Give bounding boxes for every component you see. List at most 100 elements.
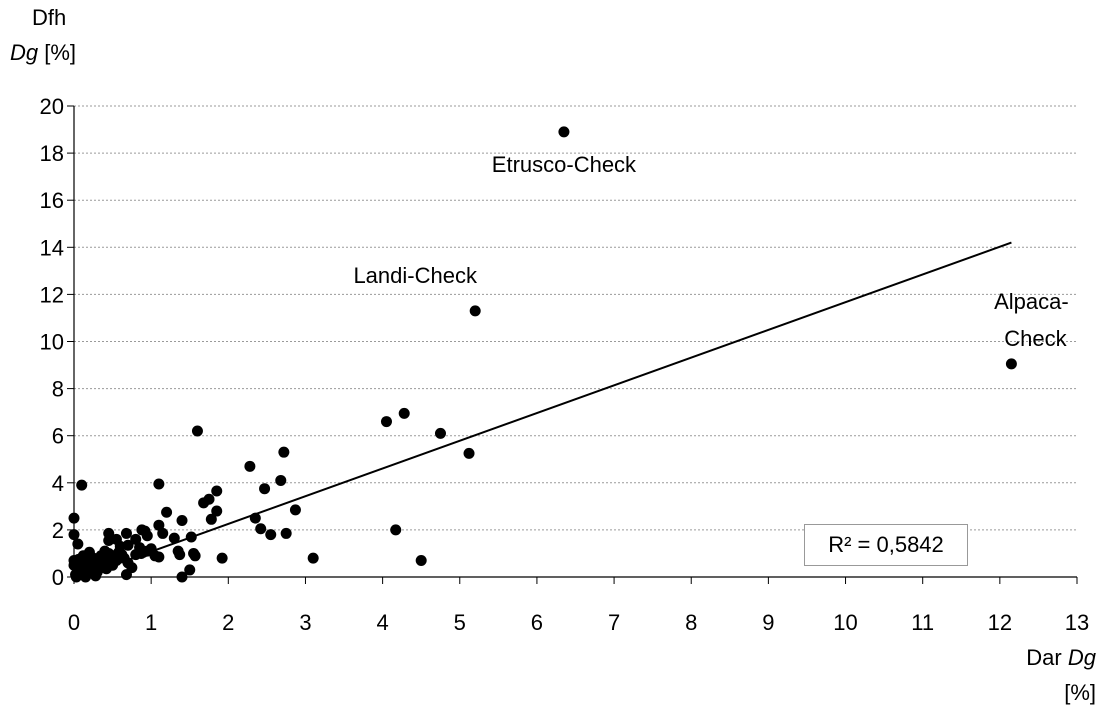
data-point — [103, 534, 115, 546]
data-point — [307, 552, 319, 564]
data-point — [380, 416, 392, 428]
x-tick-label: 3 — [299, 610, 311, 635]
data-point — [205, 513, 217, 525]
data-point — [68, 529, 80, 541]
data-point — [116, 549, 128, 561]
data-point — [244, 460, 256, 472]
y-tick-label: 20 — [40, 94, 64, 119]
y-tick-label: 0 — [52, 565, 64, 590]
x-axis-label: Dar Dg — [1026, 645, 1096, 671]
axes — [67, 105, 1078, 584]
x-tick-label: 5 — [454, 610, 466, 635]
data-point — [174, 549, 186, 561]
data-point — [79, 566, 91, 578]
data-point — [153, 478, 165, 490]
data-point — [398, 407, 410, 419]
x-tick-label: 13 — [1065, 610, 1089, 635]
annotation-label: Check — [1004, 326, 1067, 351]
data-point — [189, 550, 201, 562]
trendline — [73, 241, 1012, 581]
data-point — [153, 551, 165, 563]
x-tick-label: 12 — [988, 610, 1012, 635]
data-point — [259, 483, 271, 495]
annotation-label: Alpaca- — [994, 289, 1069, 314]
annotation-label: Etrusco-Check — [492, 152, 637, 177]
y-tick-label: 14 — [40, 235, 64, 260]
data-point — [216, 552, 228, 564]
data-point — [265, 529, 277, 541]
x-tick-label: 0 — [68, 610, 80, 635]
x-tick-label: 10 — [833, 610, 857, 635]
data-point — [176, 514, 188, 526]
x-tick-label: 4 — [376, 610, 388, 635]
x-tick-label: 11 — [911, 610, 934, 635]
data-point — [153, 519, 165, 531]
y-axis-label-unit: [%] — [44, 40, 77, 65]
x-tick-label: 9 — [762, 610, 774, 635]
y-tick-label: 2 — [52, 518, 64, 543]
data-point — [130, 533, 142, 545]
x-tick-label: 2 — [222, 610, 234, 635]
data-point — [280, 527, 292, 539]
y-tick-label: 8 — [52, 377, 64, 402]
data-point — [141, 530, 153, 542]
data-point — [198, 497, 210, 509]
data-point — [434, 427, 446, 439]
data-point — [88, 567, 100, 579]
y-tick-label: 6 — [52, 424, 64, 449]
data-point — [415, 555, 427, 567]
data-point — [122, 539, 134, 551]
trendline-path — [73, 241, 1012, 581]
y-tick-label: 4 — [52, 471, 64, 496]
x-tick-label: 1 — [145, 610, 157, 635]
data-points — [68, 126, 1017, 583]
data-point — [278, 446, 290, 458]
data-point — [275, 474, 287, 486]
data-point — [157, 527, 169, 539]
data-point — [211, 485, 223, 497]
y-tick-label: 10 — [40, 330, 64, 355]
data-point — [120, 527, 132, 539]
data-point — [185, 531, 197, 543]
data-point — [72, 538, 84, 550]
x-tick-label: 6 — [531, 610, 543, 635]
y-tick-label: 16 — [40, 188, 64, 213]
data-point — [469, 305, 481, 317]
data-point — [249, 512, 261, 524]
y-tick-label: 18 — [40, 141, 64, 166]
data-point — [168, 532, 180, 544]
y-axis-label-symbol: Dg — [10, 40, 39, 65]
data-point — [558, 126, 570, 138]
data-point — [161, 506, 173, 518]
data-point — [95, 555, 107, 567]
data-point — [390, 524, 402, 536]
data-point — [81, 558, 93, 570]
x-tick-label: 8 — [685, 610, 697, 635]
grid-lines — [74, 105, 1077, 531]
data-point — [289, 504, 301, 516]
x-axis-label-prefix: Dar — [1026, 645, 1062, 670]
data-point — [184, 564, 196, 576]
annotations: Etrusco-Check Landi-Check Alpaca- Check — [353, 152, 1068, 351]
data-point — [191, 425, 203, 437]
data-point — [137, 546, 149, 558]
x-axis-label-symbol: Dg — [1067, 645, 1096, 670]
data-point — [68, 512, 80, 524]
data-point — [73, 553, 85, 565]
y-axis-label-prefix: Dfh — [32, 5, 67, 30]
data-point — [176, 571, 188, 583]
annotation-label: Landi-Check — [353, 263, 478, 288]
data-point — [211, 505, 223, 517]
r-squared-label: R² = 0,5842 — [804, 524, 968, 566]
data-point — [76, 479, 88, 491]
data-point — [100, 563, 112, 575]
x-tick-label: 7 — [608, 610, 620, 635]
data-point — [463, 447, 475, 459]
data-point — [255, 523, 267, 535]
y-tick-label: 12 — [40, 282, 64, 307]
data-point — [1005, 358, 1017, 370]
y-axis-label: Dg [%] — [10, 40, 76, 66]
x-axis-label-unit: [%] — [1064, 680, 1096, 705]
